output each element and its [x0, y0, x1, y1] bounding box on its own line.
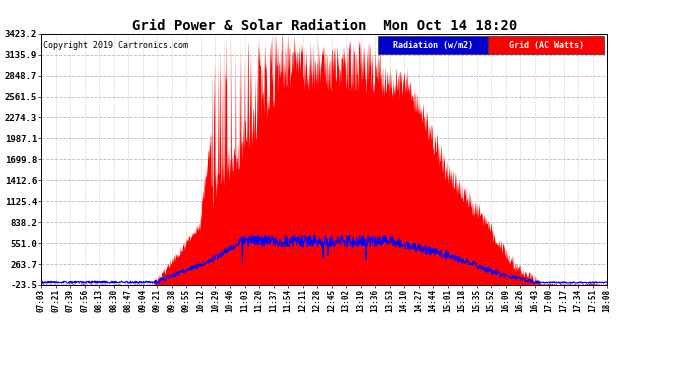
Title: Grid Power & Solar Radiation  Mon Oct 14 18:20: Grid Power & Solar Radiation Mon Oct 14 … — [132, 19, 517, 33]
Text: Radiation (w/m2): Radiation (w/m2) — [393, 40, 473, 50]
Text: Grid (AC Watts): Grid (AC Watts) — [509, 40, 584, 50]
Text: Copyright 2019 Cartronics.com: Copyright 2019 Cartronics.com — [43, 41, 188, 50]
FancyBboxPatch shape — [378, 36, 489, 54]
FancyBboxPatch shape — [489, 36, 604, 54]
